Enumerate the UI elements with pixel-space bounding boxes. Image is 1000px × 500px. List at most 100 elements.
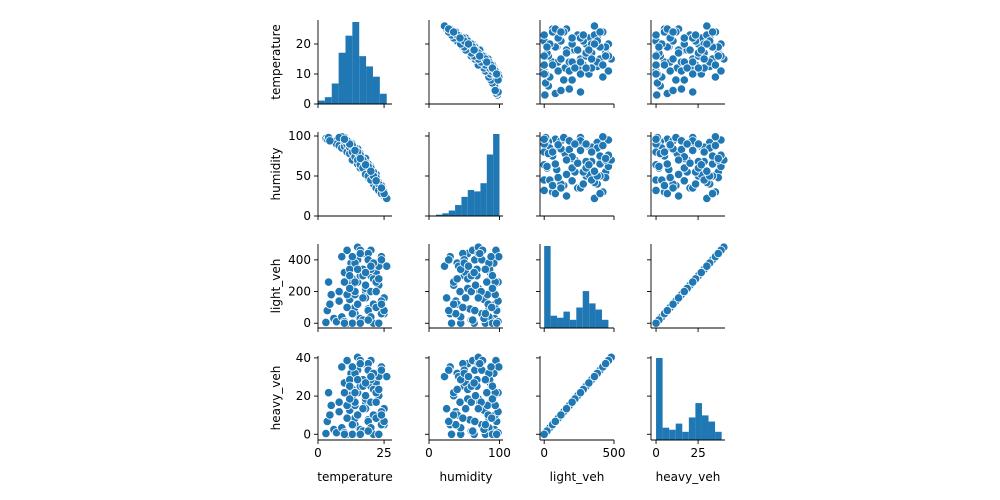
y-tick-label: 50 — [296, 169, 311, 183]
scatter-point — [347, 309, 357, 319]
scatter-point — [581, 63, 591, 73]
scatter-point — [561, 169, 572, 179]
scatter-point — [347, 318, 357, 328]
scatter-point — [654, 42, 664, 52]
scatter-point — [482, 277, 492, 287]
scatter-point — [547, 147, 558, 157]
scatter-point — [693, 63, 704, 73]
scatter-point — [452, 384, 462, 395]
scatter-point — [480, 309, 490, 319]
histogram-bar — [318, 100, 325, 104]
scatter-point — [360, 391, 371, 401]
scatter-point — [342, 302, 352, 312]
scatter-point — [355, 248, 365, 259]
scatter-point — [347, 252, 357, 262]
scatter-point — [573, 158, 583, 168]
scatter-point — [487, 302, 497, 312]
scatter-point — [601, 51, 611, 61]
scatter-point — [713, 51, 723, 61]
scatter-point — [556, 85, 566, 96]
scatter-point — [360, 378, 371, 388]
histogram-bar — [493, 134, 500, 216]
scatter-point — [363, 426, 373, 436]
scatter-point — [679, 75, 689, 85]
panel-humidity-vs-heavy_veh — [647, 132, 729, 220]
scatter-point — [690, 179, 701, 189]
panel-light_veh-vs-heavy_veh — [647, 242, 729, 332]
panel-temperature-vs-light_veh — [536, 20, 616, 108]
panel-humidity-vs-light_veh — [536, 132, 616, 220]
scatter-point — [595, 189, 605, 199]
scatter-point — [564, 84, 574, 94]
scatter-point — [682, 63, 692, 73]
scatter-point — [345, 394, 355, 404]
scatter-point — [556, 27, 566, 37]
scatter-point — [662, 305, 672, 316]
scatter-point — [598, 60, 608, 70]
histogram-bar — [352, 22, 360, 104]
scatter-point — [360, 267, 371, 278]
scatter-point — [601, 153, 611, 163]
scatter-point — [685, 158, 695, 168]
scatter-point — [469, 45, 479, 55]
histogram-bar — [675, 423, 683, 440]
scatter-point — [659, 181, 670, 191]
scatter-point — [353, 375, 363, 385]
scatter-point — [578, 179, 588, 189]
scatter-point — [468, 426, 478, 436]
histogram-bar — [486, 154, 494, 216]
histogram-bar — [345, 35, 353, 104]
scatter-point — [480, 420, 490, 430]
panel-heavy_veh-vs-humidity — [425, 352, 504, 444]
histogram-bar — [576, 307, 583, 328]
y-tick-label: 200 — [288, 285, 311, 299]
scatter-point — [494, 362, 504, 372]
scatter-point — [539, 134, 549, 144]
scatter-point — [446, 318, 457, 328]
histogram-bar — [324, 97, 332, 104]
y-tick-label: 0 — [303, 97, 311, 111]
panel-humidity-vs-humidity — [425, 132, 503, 220]
scatter-point — [353, 299, 363, 309]
scatter-point — [575, 57, 586, 67]
scatter-point — [355, 359, 365, 369]
y-tick-label: 20 — [296, 389, 311, 403]
y-tick-label: 400 — [288, 253, 311, 267]
scatter-point — [439, 261, 450, 271]
histogram-bar — [442, 213, 449, 216]
scatter-point — [716, 66, 726, 76]
scatter-point — [584, 160, 594, 170]
scatter-point — [679, 176, 689, 186]
scatter-point — [651, 30, 661, 40]
scatter-point — [455, 33, 465, 43]
scatter-point — [652, 90, 662, 100]
histogram-bar — [474, 191, 481, 216]
histogram-bar — [669, 429, 676, 440]
histogram-bar — [461, 196, 468, 216]
histogram-bar — [688, 417, 696, 440]
scatter-point — [553, 66, 563, 76]
scatter-point — [339, 429, 350, 439]
y-tick-label: 0 — [303, 316, 311, 330]
scatter-point — [358, 293, 368, 303]
scatter-point — [561, 191, 572, 201]
scatter-point — [651, 60, 661, 70]
x-tick-label: 100 — [488, 446, 511, 460]
scatter-point — [475, 51, 485, 61]
scatter-point — [659, 147, 670, 157]
scatter-point — [458, 413, 468, 423]
scatter-point — [662, 159, 672, 169]
scatter-point — [461, 293, 471, 303]
y-tick-label: 20 — [296, 37, 311, 51]
scatter-point — [589, 372, 600, 382]
scatter-point — [490, 85, 500, 96]
panel-humidity-vs-temperature — [314, 132, 392, 220]
scatter-point — [475, 359, 485, 369]
x-tick-label: 25 — [376, 446, 391, 460]
scatter-point — [463, 372, 474, 382]
scatter-point — [325, 410, 335, 420]
scatter-point — [353, 410, 363, 420]
scatter-point — [473, 293, 483, 303]
scatter-point — [363, 315, 373, 325]
